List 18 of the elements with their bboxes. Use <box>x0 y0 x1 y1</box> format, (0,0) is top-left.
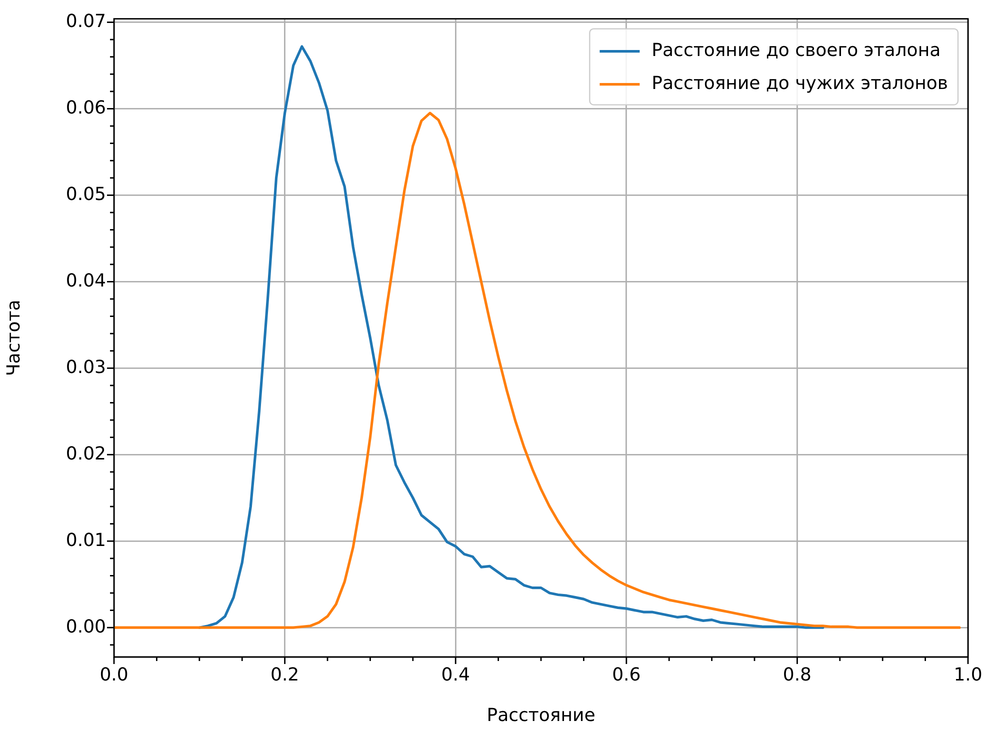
y-tick-label: 0.05 <box>66 184 106 205</box>
y-tick-label: 0.04 <box>66 270 106 292</box>
x-tick-label: 0.4 <box>441 664 470 686</box>
y-tick-label: 0.01 <box>66 530 106 551</box>
y-tick-label: 0.02 <box>66 443 106 464</box>
legend-label: Расстояние до своего эталона <box>652 40 941 61</box>
x-tick-label: 0.6 <box>612 664 641 686</box>
y-tick-label: 0.00 <box>66 616 106 638</box>
y-tick-label: 0.07 <box>66 10 106 32</box>
y-axis-title: Частота <box>3 300 24 376</box>
y-tick-label: 0.06 <box>66 97 106 118</box>
legend-label: Расстояние до чужих эталонов <box>652 72 948 94</box>
x-tick-label: 0.0 <box>100 664 128 686</box>
x-tick-label: 0.8 <box>782 664 812 686</box>
y-tick-label: 0.03 <box>66 356 106 378</box>
x-tick-label: 0.2 <box>270 664 300 686</box>
x-tick-label: 1.0 <box>954 664 982 686</box>
x-axis-title: Расстояние <box>486 704 596 726</box>
